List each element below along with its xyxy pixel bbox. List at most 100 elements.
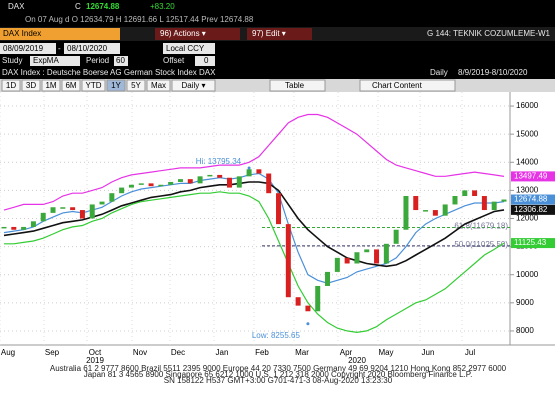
candle — [50, 207, 56, 213]
label: C — [75, 2, 81, 11]
annotation-point — [247, 166, 251, 170]
candle — [315, 285, 321, 312]
x-tick-label: Jun — [422, 348, 435, 357]
last-value: 13497.49 — [514, 172, 548, 181]
y-tick-label: 8000 — [516, 326, 534, 335]
range-button[interactable] — [81, 79, 106, 92]
candle — [109, 193, 115, 202]
candle — [472, 190, 478, 197]
range-button[interactable] — [21, 79, 41, 92]
security-box[interactable] — [0, 28, 120, 40]
x-tick-label: Jan — [216, 348, 229, 357]
label: On 07 Aug d O 12634.79 H 12691.66 L 1251… — [25, 15, 254, 24]
label: 6M — [65, 81, 76, 90]
candle — [70, 207, 76, 211]
table-button[interactable] — [269, 79, 326, 92]
study-box[interactable] — [30, 56, 80, 66]
candle — [236, 176, 242, 188]
range-button[interactable] — [41, 79, 61, 92]
label: Table — [285, 81, 305, 90]
year-label: 2019 — [86, 356, 104, 365]
label: Local CCY — [166, 44, 205, 53]
candle — [501, 199, 507, 202]
end-box[interactable] — [64, 43, 120, 54]
candle — [246, 169, 252, 177]
last-value: 11125.43 — [514, 238, 547, 247]
currency-box[interactable] — [163, 43, 215, 54]
y-tick-label: 14000 — [516, 157, 539, 166]
last-value-box — [511, 238, 555, 249]
range-button[interactable] — [146, 79, 171, 92]
label: DAX Index — [3, 29, 41, 38]
x-tick-label: Oct — [89, 348, 102, 357]
label: Max — [151, 81, 166, 90]
y-tick-label: 9000 — [516, 298, 534, 307]
range-button[interactable] — [171, 79, 216, 92]
label: - — [58, 44, 61, 53]
candle — [128, 184, 134, 188]
candle — [256, 169, 262, 174]
candle — [11, 226, 17, 230]
candle — [403, 196, 409, 230]
candle — [334, 257, 340, 272]
label: G 144: TEKNIK COZUMLEME-W1 — [427, 29, 551, 38]
x-tick-label: Nov — [133, 348, 147, 357]
content-button[interactable] — [359, 79, 456, 92]
x-tick-label: May — [378, 348, 393, 357]
last-value-box — [511, 204, 555, 215]
period-box[interactable] — [114, 56, 128, 66]
candle — [60, 207, 66, 209]
range-button[interactable] — [106, 79, 126, 92]
candle — [491, 201, 497, 211]
candle — [423, 210, 429, 212]
x-tick-label: Dec — [171, 348, 185, 357]
label: 08/10/2020 — [67, 44, 108, 53]
x-tick-label: Jul — [465, 348, 475, 357]
candle — [354, 252, 360, 264]
x-tick-label: Sep — [45, 348, 60, 357]
label: Daily ▾ — [181, 81, 205, 90]
range-button[interactable] — [126, 79, 146, 92]
label: Period — [86, 56, 109, 65]
candle — [393, 229, 399, 244]
candle — [364, 249, 370, 253]
footer-line: Japan 81 3 4565 8900 Singapore 65 6212 1… — [84, 370, 473, 379]
range-button[interactable] — [61, 79, 81, 92]
candle — [99, 201, 105, 205]
actions-button[interactable] — [155, 28, 240, 40]
study-line — [3, 181, 505, 268]
candle — [89, 204, 95, 219]
candle — [187, 179, 193, 184]
y-tick-label: 13000 — [516, 185, 539, 194]
last-value-box — [511, 171, 555, 182]
candle — [325, 271, 331, 286]
last-value-box — [511, 194, 555, 205]
label: +83.20 — [150, 2, 175, 11]
start-box[interactable] — [0, 43, 56, 54]
label: Chart Content — [372, 81, 423, 90]
label: 3D — [26, 81, 36, 90]
label: 97) Edit ▾ — [252, 29, 286, 38]
candle — [158, 184, 164, 187]
footer-line: SN 158122 H537 GMT+3:00 G701-471-3 08-Au… — [164, 376, 393, 385]
study-line — [3, 172, 505, 284]
candle — [276, 193, 282, 225]
range-button[interactable] — [1, 79, 21, 92]
candle — [21, 226, 27, 230]
label: 1M — [45, 81, 56, 90]
label: Study — [2, 56, 22, 65]
y-tick-label: 10000 — [516, 270, 539, 279]
candle — [452, 196, 458, 205]
annotation-point — [306, 322, 310, 326]
edit-button[interactable] — [247, 28, 312, 40]
offset-box[interactable] — [195, 56, 215, 66]
candle — [285, 224, 291, 298]
candle — [30, 221, 36, 227]
label: 8/9/2019-8/10/2020 — [458, 68, 528, 77]
y-tick-label: 12000 — [516, 214, 539, 223]
candle — [383, 243, 389, 264]
fib-label: 50.0(11025.50) — [454, 240, 508, 249]
candle — [217, 174, 223, 178]
label: 96) Actions ▾ — [160, 29, 206, 38]
study-line — [4, 191, 505, 334]
